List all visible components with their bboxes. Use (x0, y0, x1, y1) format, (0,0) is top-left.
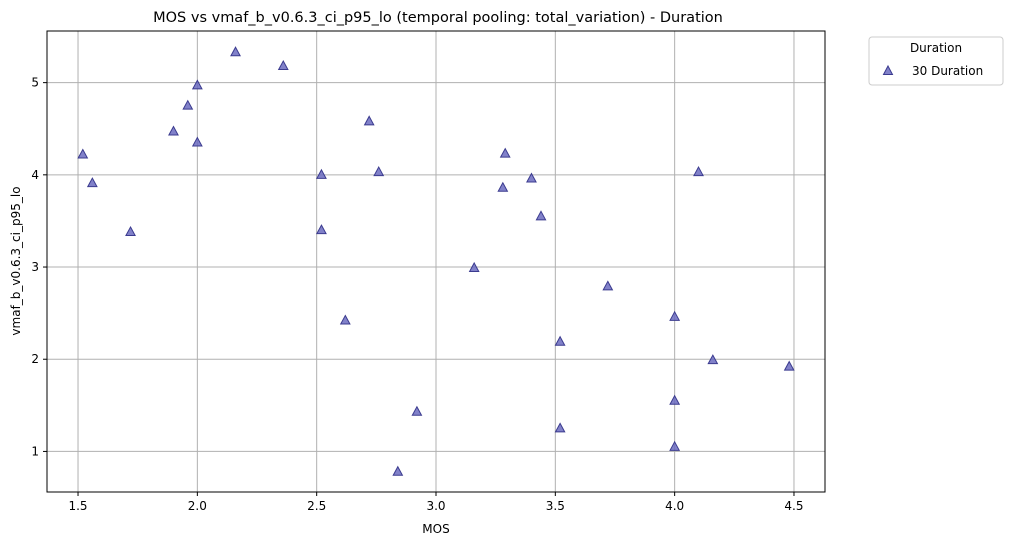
data-point (468, 261, 480, 272)
data-point (86, 177, 98, 188)
data-point (669, 440, 681, 451)
legend: Duration 30 Duration (868, 36, 1004, 86)
x-tick-label: 4.0 (665, 499, 684, 513)
legend-entry-label: 30 Duration (912, 64, 983, 78)
data-point (526, 172, 537, 183)
data-point (363, 115, 375, 126)
x-axis-ticks: 1.5 2.0 2.5 3.0 3.5 4.0 4.5 (68, 492, 804, 513)
legend-marker-icon (882, 64, 894, 75)
x-axis-label: MOS (422, 522, 449, 536)
data-point (191, 79, 203, 90)
data-point (499, 147, 511, 158)
data-point (77, 148, 89, 159)
data-point (316, 168, 327, 179)
data-point (277, 59, 289, 71)
data-point (783, 360, 795, 371)
data-point (669, 310, 681, 321)
data-point (191, 136, 203, 147)
data-point (230, 46, 241, 57)
chart-title: MOS vs vmaf_b_v0.6.3_ci_p95_lo (temporal… (153, 10, 723, 26)
data-point (554, 335, 566, 346)
data-point (554, 422, 566, 433)
data-point (497, 181, 509, 192)
data-point (373, 166, 385, 177)
data-point (707, 354, 719, 365)
data-point (669, 394, 681, 405)
x-tick-label: 2.5 (307, 499, 326, 513)
data-points (77, 46, 795, 476)
y-tick-label: 5 (31, 76, 39, 90)
data-point (535, 210, 547, 221)
x-tick-label: 3.5 (546, 499, 565, 513)
y-tick-label: 2 (31, 352, 39, 366)
y-tick-label: 1 (31, 444, 39, 458)
data-point (602, 280, 614, 291)
data-point (693, 166, 704, 177)
data-point (339, 314, 351, 325)
data-point (125, 225, 136, 236)
data-point (168, 125, 179, 136)
x-tick-label: 3.0 (426, 499, 445, 513)
grid-lines (47, 31, 825, 492)
data-point (182, 99, 194, 110)
x-tick-label: 4.5 (784, 499, 803, 513)
x-tick-label: 1.5 (68, 499, 87, 513)
legend-frame (868, 36, 1004, 86)
legend-title: Duration (910, 41, 962, 55)
data-point (316, 224, 327, 235)
data-point (411, 405, 423, 416)
x-tick-label: 2.0 (188, 499, 207, 513)
data-point (392, 465, 404, 476)
y-tick-label: 4 (31, 168, 39, 182)
y-tick-label: 3 (31, 260, 39, 274)
y-axis-ticks: 1 2 3 4 5 (31, 76, 47, 458)
y-axis-label: vmaf_b_v0.6.3_ci_p95_lo (9, 186, 23, 335)
